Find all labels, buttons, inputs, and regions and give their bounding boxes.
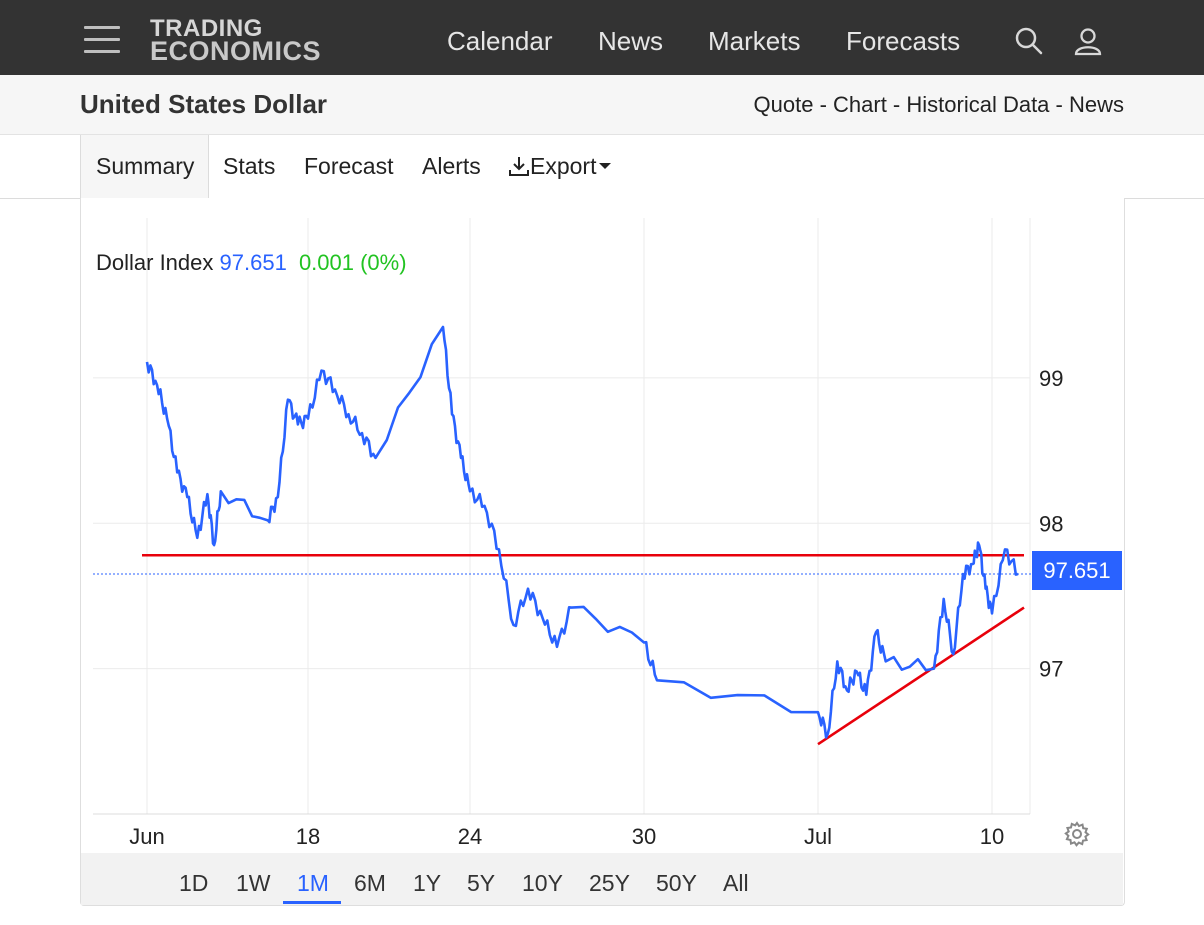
chart-grid xyxy=(93,218,1032,815)
x-tick-label: 18 xyxy=(296,824,320,849)
tab-active-background xyxy=(80,135,209,199)
chart-series xyxy=(145,325,1019,739)
legend-change: 0.001 (0%) xyxy=(298,250,407,275)
x-tick-label: 24 xyxy=(458,824,482,849)
range-1d[interactable]: 1D xyxy=(179,870,209,896)
link-chart[interactable]: Chart xyxy=(833,92,887,117)
x-tick-label: 10 xyxy=(980,824,1004,849)
nav-forecasts[interactable]: Forecasts xyxy=(846,26,961,56)
range-all[interactable]: All xyxy=(723,870,749,896)
chart-trendlines xyxy=(142,553,1025,746)
range-1m[interactable]: 1M xyxy=(297,870,329,896)
logo-line1: TRADING xyxy=(150,15,263,42)
range-5y[interactable]: 5Y xyxy=(467,870,496,896)
gear-icon[interactable] xyxy=(1064,821,1090,847)
trendline-support xyxy=(817,606,1025,746)
tabs-row: Summary Stats Forecast Alerts Export xyxy=(0,135,1204,199)
sub-header: United States Dollar Quote - Chart - His… xyxy=(0,75,1204,135)
range-25y[interactable]: 25Y xyxy=(589,870,630,896)
chart-container xyxy=(80,198,1125,906)
search-icon[interactable] xyxy=(1014,26,1044,56)
logo-line2: ECONOMICS xyxy=(150,36,322,66)
range-1w[interactable]: 1W xyxy=(236,870,271,896)
y-tick-label: 98 xyxy=(1039,511,1063,536)
export-label: Export xyxy=(530,153,597,179)
tab-summary[interactable]: Summary xyxy=(96,153,195,179)
tab-stats[interactable]: Stats xyxy=(223,153,276,179)
download-icon xyxy=(509,157,529,176)
link-quote[interactable]: Quote xyxy=(753,92,814,117)
nav-news[interactable]: News xyxy=(598,26,664,56)
current-price-badge: 97.651 xyxy=(1032,551,1122,590)
link-historical-data[interactable]: Historical Data xyxy=(906,92,1050,117)
range-1y[interactable]: 1Y xyxy=(413,870,442,896)
tab-forecast[interactable]: Forecast xyxy=(304,153,394,179)
range-selector-bar xyxy=(81,853,1123,905)
link-separator: - xyxy=(1049,92,1069,117)
legend-value: 97.651 xyxy=(219,250,287,275)
logo[interactable]: TRADING ECONOMICS xyxy=(150,15,322,66)
legend-series-name: Dollar Index xyxy=(96,250,214,275)
quick-links: Quote - Chart - Historical Data - News xyxy=(754,92,1124,118)
chart-legend: Dollar Index 97.651 0.001 (0%) xyxy=(96,250,407,276)
caret-down-icon xyxy=(599,163,612,169)
x-tick-label: 30 xyxy=(632,824,656,849)
range-10y[interactable]: 10Y xyxy=(522,870,563,896)
range-6m[interactable]: 6M xyxy=(354,870,386,896)
page-title: United States Dollar xyxy=(80,89,328,119)
range-50y[interactable]: 50Y xyxy=(656,870,697,896)
x-tick-label: Jul xyxy=(804,824,832,849)
active-range-indicator xyxy=(283,901,341,904)
tab-export[interactable]: Export xyxy=(508,153,612,180)
top-navigation-bar: TRADING ECONOMICS Calendar News Markets … xyxy=(0,0,1204,75)
y-tick-label: 97 xyxy=(1039,657,1063,682)
user-icon[interactable] xyxy=(1073,26,1103,56)
tab-alerts[interactable]: Alerts xyxy=(422,153,481,179)
link-separator: - xyxy=(886,92,907,117)
link-news[interactable]: News xyxy=(1068,92,1124,117)
chart-axis-ticks: Jun 18 24 30 Jul 10 97 98 99 xyxy=(129,366,1063,849)
series-line-dollar-index xyxy=(145,325,1019,739)
y-tick-label: 99 xyxy=(1039,366,1063,391)
link-separator: - xyxy=(813,92,834,117)
x-tick-label: Jun xyxy=(129,824,164,849)
nav-calendar[interactable]: Calendar xyxy=(447,26,553,56)
nav-markets[interactable]: Markets xyxy=(708,26,801,56)
menu-icon[interactable] xyxy=(84,26,120,54)
